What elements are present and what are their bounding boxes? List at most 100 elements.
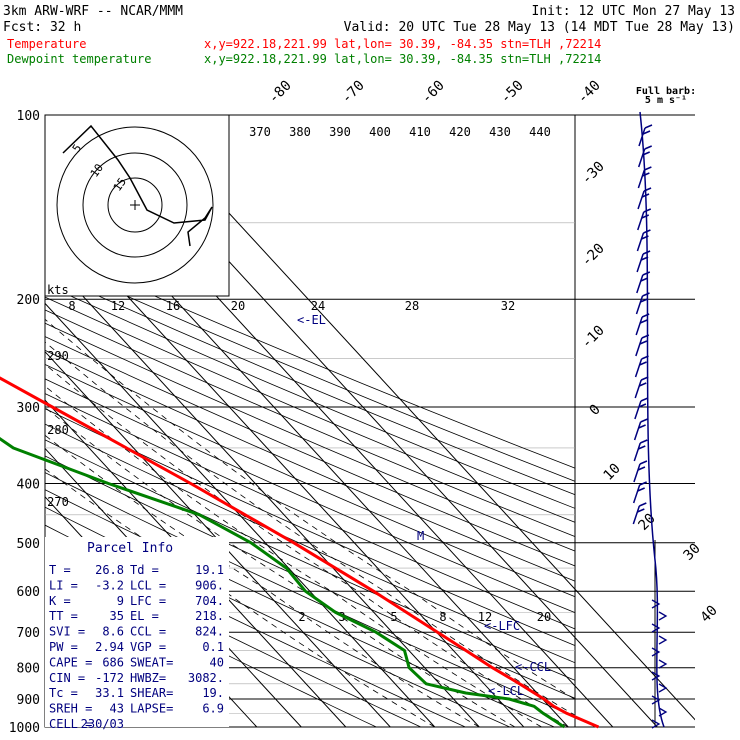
wind-barb-flag: [638, 382, 647, 387]
mixing-ratio-label: 20: [231, 299, 245, 313]
parcel-value: 686: [102, 655, 124, 669]
wind-barb-flag: [644, 145, 652, 150]
parcel-value: -3.2: [95, 578, 124, 592]
wind-barb: [634, 358, 643, 378]
isotherm-label: 30: [681, 541, 704, 564]
isotherm-label: -10: [579, 323, 608, 352]
wind-barb-flag: [638, 403, 647, 408]
wind-barb-flag: [639, 502, 647, 507]
parcel-key: CELL =: [49, 717, 92, 731]
dry-adiabat: [45, 259, 575, 482]
wind-barb: [633, 463, 641, 483]
temperature-legend: Temperature: [7, 37, 86, 51]
mixing-ratio-label: 5: [390, 610, 397, 624]
forecast-hour: Fcst: 32 h: [3, 20, 81, 35]
theta-label: 420: [449, 125, 471, 139]
theta-label: 440: [529, 125, 551, 139]
wind-barb-low: [658, 611, 668, 621]
isotherm-line: [45, 115, 347, 727]
pressure-axis: 100 200 300 400 500 600 700 800 900 1000: [9, 109, 40, 736]
hodograph-inset: 5 10 15 kts: [44, 114, 230, 297]
wind-barb: [632, 505, 641, 525]
parcel-key: Tc =: [49, 686, 78, 700]
isotherm-label: 20: [636, 511, 659, 534]
isotherm-label: 40: [698, 603, 721, 626]
pressure-tick-label: 200: [17, 293, 40, 308]
theta-label: 290: [47, 349, 69, 363]
theta-label: 390: [329, 125, 351, 139]
pressure-tick-label: 500: [17, 537, 40, 552]
theta-labels: 370 380 390 400 410 420 430 440 290 280 270: [47, 125, 551, 509]
level-markers: <-EL <-LFC <-CCL <-LCL M: [297, 313, 551, 698]
wind-barb-flag: [642, 271, 651, 276]
wind-barb-flag: [644, 166, 652, 171]
parcel-value: 19.1: [195, 563, 224, 577]
dry-adiabat: [45, 322, 575, 552]
parcel-key: Td =: [130, 563, 159, 577]
m-marker: M: [417, 529, 424, 543]
wind-barb-flag: [639, 340, 648, 345]
parcel-key: SREH =: [49, 702, 92, 716]
theta-label: 410: [409, 125, 431, 139]
wind-barb-low: [651, 599, 661, 609]
dewpoint-location: x,y=922.18,221.99 lat,lon= 30.39, -84.35…: [204, 52, 601, 66]
mixing-ratio-label: 20: [537, 610, 551, 624]
isotherm-label: -20: [579, 241, 608, 270]
wind-barb-flag: [642, 292, 650, 297]
wind-barb-flag: [639, 319, 648, 324]
parcel-value: 9: [117, 594, 124, 608]
theta-label: 280: [47, 423, 69, 437]
isotherm-labels: -80 -70 -60 -50 -40 -30 -20 -10 0 10 20 30 40: [266, 78, 721, 626]
isotherm-line: [45, 115, 391, 727]
parcel-key: EL =: [130, 609, 159, 623]
wind-barb: [633, 442, 641, 462]
theta-label: 370: [249, 125, 271, 139]
parcel-key: CAPE =: [49, 655, 92, 669]
wind-barb: [636, 232, 645, 252]
temperature-curve: [0, 376, 600, 729]
wind-barb-flag: [637, 466, 646, 471]
wind-barb: [633, 421, 642, 441]
dry-adiabat: [45, 283, 575, 509]
pressure-tick-label: 100: [17, 109, 40, 124]
parcel-value: 19.: [202, 686, 224, 700]
mixing-ratio-label: 8: [68, 299, 75, 313]
hodograph-ring-label-15: 15: [111, 175, 129, 193]
parcel-value: 6.9: [202, 702, 224, 716]
wind-barb-flag: [640, 418, 648, 423]
mixing-ratio-label: 8: [439, 610, 446, 624]
parcel-key: HWBZ=: [130, 671, 166, 685]
parcel-value: 230/03: [81, 717, 124, 731]
parcel-key: CIN =: [49, 671, 85, 685]
model-title: 3km ARW-WRF -- NCAR/MMM: [3, 4, 183, 19]
parcel-key: LAPSE=: [130, 702, 173, 716]
dry-adiabat: [45, 336, 575, 567]
parcel-value: 704.: [195, 594, 224, 608]
isotherm-line: [45, 115, 480, 727]
parcel-key: TT =: [49, 609, 78, 623]
wind-barb: [635, 295, 644, 315]
parcel-key: LI =: [49, 578, 78, 592]
wind-barb-flag: [637, 487, 645, 492]
parcel-key: K =: [49, 594, 71, 608]
parcel-value: 8.6: [102, 625, 124, 639]
pressure-tick-label: 300: [17, 401, 40, 416]
wind-barb: [637, 211, 645, 231]
wind-barb: [637, 190, 645, 210]
wind-barb-low: [658, 635, 668, 645]
parcel-value: 218.: [195, 609, 224, 623]
el-marker: <-EL: [297, 313, 326, 327]
dry-adiabat: [45, 296, 575, 523]
parcel-key: T =: [49, 563, 71, 577]
temperature-location: x,y=922.18,221.99 lat,lon= 30.39, -84.35…: [204, 37, 601, 51]
isotherm-label: -40: [575, 78, 604, 107]
wind-barb-low: [658, 659, 668, 669]
isotherm-line: [45, 115, 436, 727]
barb-staff: [639, 111, 665, 728]
hodograph-unit: kts: [47, 283, 69, 297]
mixing-ratio-label: 12: [478, 610, 492, 624]
valid-time: Valid: 20 UTC Tue 28 May 13 (14 MDT Tue …: [344, 20, 735, 35]
wind-barb-low: [651, 695, 661, 705]
pressure-tick-label: 400: [17, 477, 40, 492]
